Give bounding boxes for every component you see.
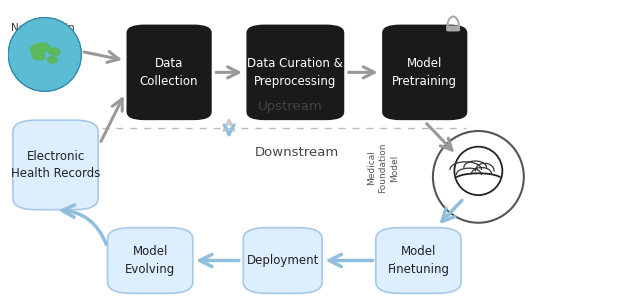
Text: Data Curation &
Preprocessing: Data Curation & Preprocessing xyxy=(248,57,343,88)
Ellipse shape xyxy=(31,51,45,61)
FancyBboxPatch shape xyxy=(446,26,460,32)
Text: Electronic
Health Records: Electronic Health Records xyxy=(11,150,100,180)
Text: Model
Evolving: Model Evolving xyxy=(125,245,175,276)
Text: Data
Collection: Data Collection xyxy=(140,57,198,88)
Text: Non-domain
data: Non-domain data xyxy=(11,23,75,46)
FancyBboxPatch shape xyxy=(243,228,322,293)
Text: Model
Pretraining: Model Pretraining xyxy=(392,57,457,88)
Ellipse shape xyxy=(433,131,524,223)
Text: Downstream: Downstream xyxy=(254,146,339,160)
FancyBboxPatch shape xyxy=(108,228,193,293)
FancyBboxPatch shape xyxy=(127,25,212,120)
Ellipse shape xyxy=(48,47,61,56)
FancyBboxPatch shape xyxy=(246,25,344,120)
Ellipse shape xyxy=(29,42,50,55)
FancyBboxPatch shape xyxy=(382,25,467,120)
Text: Upstream: Upstream xyxy=(257,100,322,113)
Text: Model
Finetuning: Model Finetuning xyxy=(387,245,449,276)
Ellipse shape xyxy=(8,17,81,92)
Text: Deployment: Deployment xyxy=(246,254,319,267)
FancyBboxPatch shape xyxy=(376,228,461,293)
Text: Medical
Foundation
Model: Medical Foundation Model xyxy=(367,143,399,193)
FancyBboxPatch shape xyxy=(13,120,98,210)
Ellipse shape xyxy=(47,56,58,64)
